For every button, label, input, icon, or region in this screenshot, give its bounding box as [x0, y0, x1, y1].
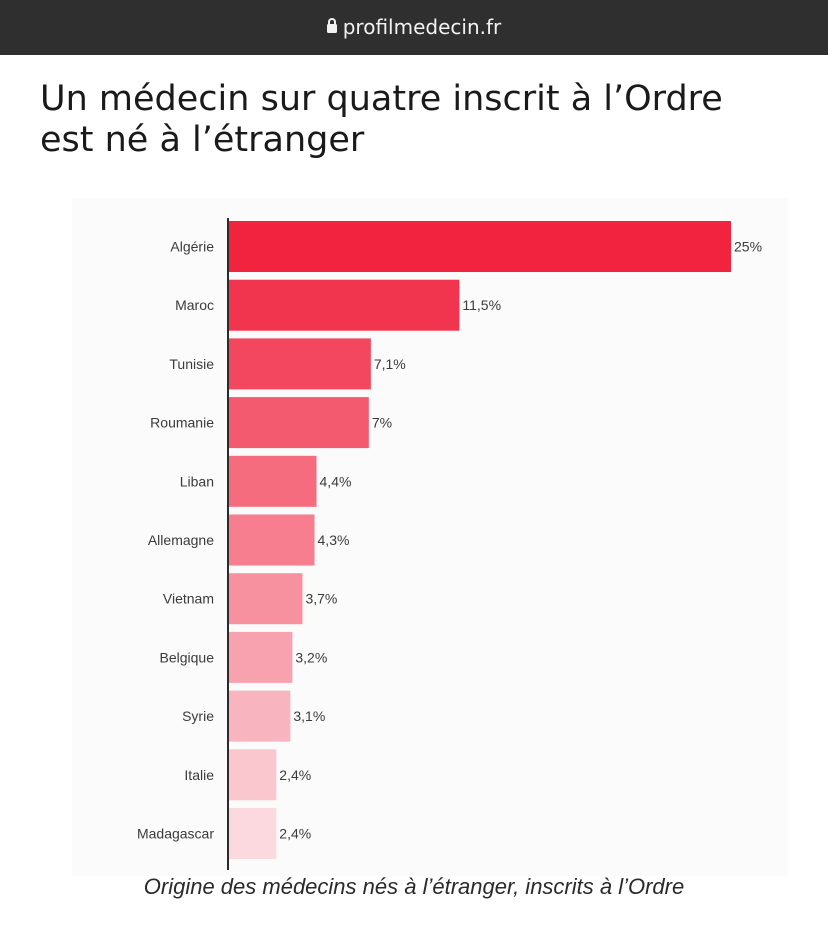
headline-line-2: est né à l’étranger: [40, 120, 365, 160]
category-label: Syrie: [182, 708, 214, 724]
headline-line-1: Un médecin sur quatre inscrit à l’Ordre: [40, 79, 723, 119]
value-label: 3,7%: [305, 591, 337, 607]
value-label: 4,3%: [318, 532, 350, 548]
value-label: 3,1%: [293, 708, 325, 724]
bar-3: [228, 397, 369, 449]
chart-caption: Origine des médecins nés à l’étranger, i…: [143, 874, 685, 899]
bar-2: [228, 338, 371, 390]
category-label: Maroc: [175, 297, 214, 313]
bar-0: [228, 221, 731, 272]
url-text: profilmedecin.fr: [342, 15, 502, 39]
category-label: Italie: [184, 767, 214, 783]
chart-card: Algérie 25% Maroc 11,5% Tunisie 7,1% Roumanie 7…: [72, 198, 788, 876]
bar-4: [228, 455, 317, 507]
value-label: 7,1%: [374, 356, 406, 372]
value-label: 11,5%: [462, 297, 501, 313]
url-display[interactable]: profilmedecin.fr: [0, 14, 828, 40]
bar-7: [228, 631, 293, 683]
category-label: Tunisie: [169, 356, 214, 372]
category-label: Belgique: [160, 649, 215, 665]
article-page: Un médecin sur quatre inscrit à l’Ordre e…: [0, 55, 828, 928]
bar-5: [228, 514, 315, 566]
value-label: 7%: [372, 415, 392, 431]
category-label: Madagascar: [137, 826, 214, 842]
category-label: Roumanie: [150, 415, 214, 431]
bar-1: [228, 279, 460, 331]
bar-8: [228, 690, 291, 742]
bar-10: [228, 808, 277, 859]
headline: Un médecin sur quatre inscrit à l’Ordre e…: [40, 79, 800, 161]
category-label: Vietnam: [163, 591, 214, 607]
bar-6: [228, 573, 303, 625]
category-label: Liban: [180, 473, 214, 489]
value-label: 4,4%: [320, 473, 352, 489]
category-label: Algérie: [170, 239, 214, 255]
value-label: 3,2%: [295, 649, 327, 665]
value-label: 2,4%: [279, 767, 311, 783]
browser-address-bar: profilmedecin.fr: [0, 0, 828, 55]
category-label: Allemagne: [148, 532, 214, 548]
value-label: 25%: [734, 239, 762, 255]
lock-icon: [326, 18, 337, 33]
bar-9: [228, 749, 277, 801]
bar-chart: Algérie 25% Maroc 11,5% Tunisie 7,1% Roumanie 7…: [137, 218, 762, 870]
value-label: 2,4%: [279, 826, 311, 842]
